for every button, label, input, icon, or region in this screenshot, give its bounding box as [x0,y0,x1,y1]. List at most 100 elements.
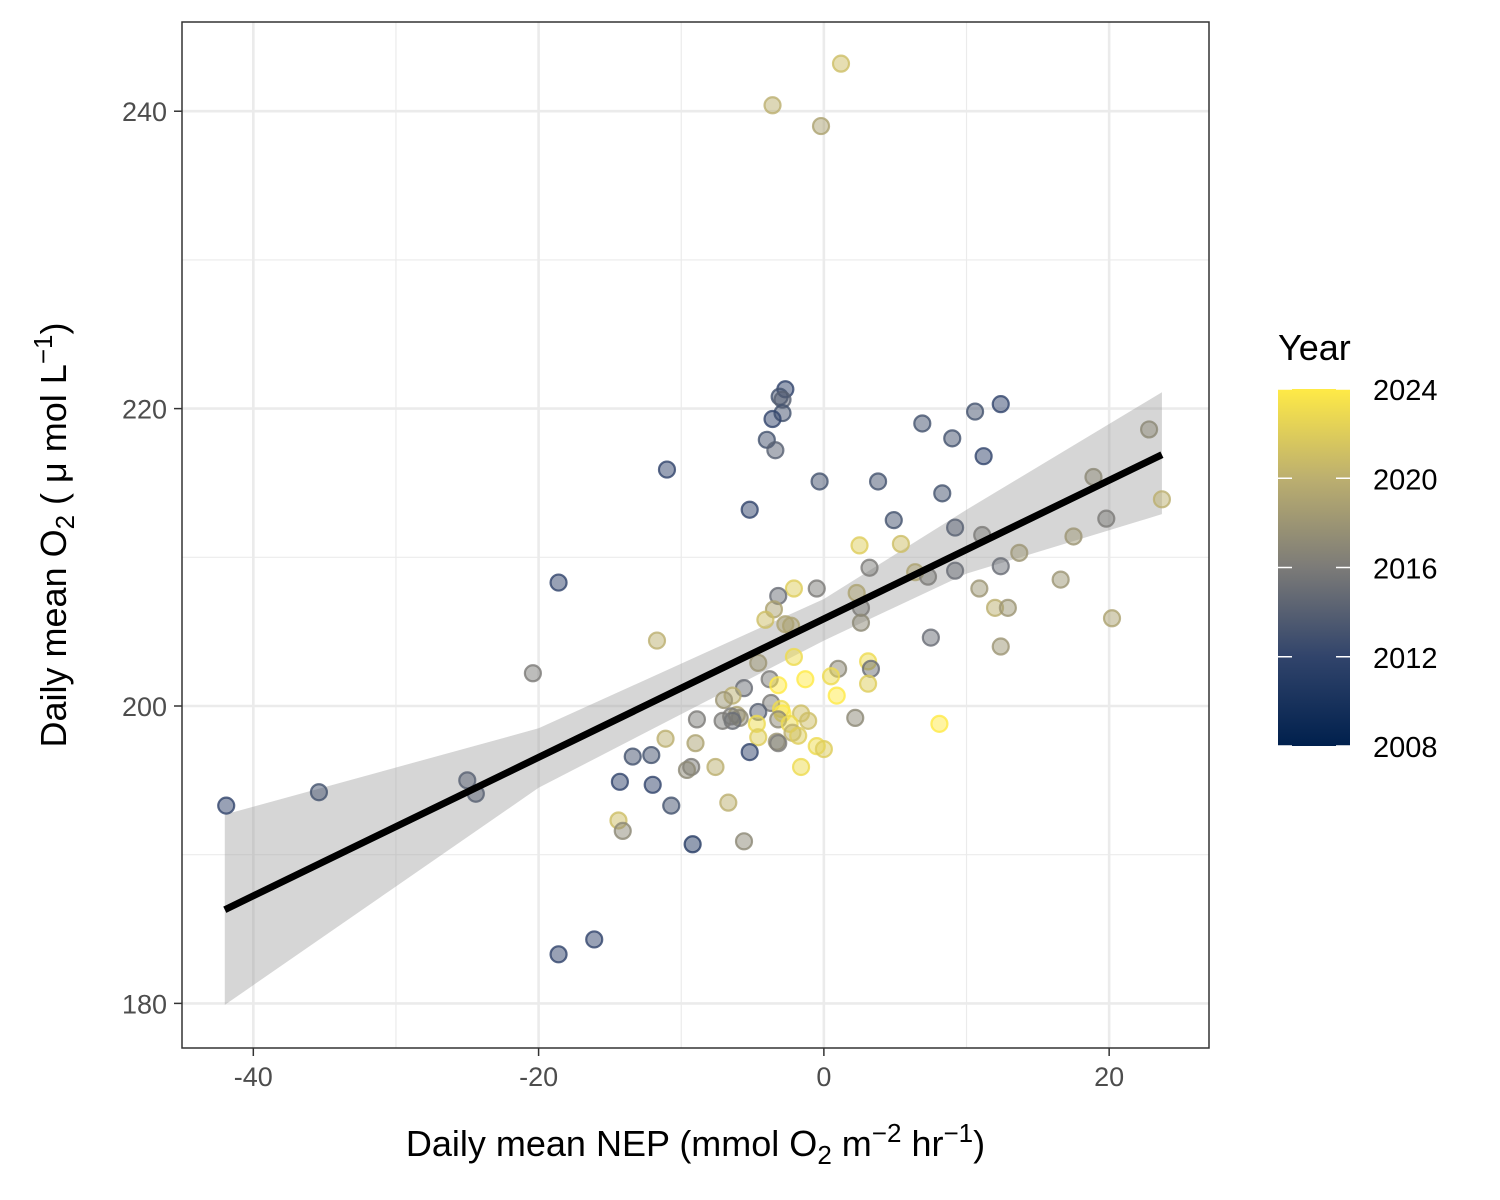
data-point [769,676,788,695]
data-point [643,775,662,794]
data-point [585,930,604,949]
data-point [827,686,846,705]
data-point [740,742,759,762]
data-point [763,409,782,429]
data-point [814,740,833,759]
data-point [811,116,831,136]
data-point [861,659,881,678]
gridlines [182,22,1209,1048]
data-point [810,472,829,491]
data-point [613,821,632,841]
data-point [713,711,732,730]
data-point [821,667,841,686]
confidence-band-group [224,392,1162,1005]
data-point [913,414,932,433]
x-axis-title: Daily mean NEP (mmol O2 m−2 hr−1) [406,1118,985,1170]
data-point [734,832,754,851]
data-point [740,500,759,519]
legend-label: 2016 [1373,554,1438,586]
data-point [991,395,1010,414]
y-axis: 180 200 220 240 [122,97,182,1019]
data-point [965,402,985,421]
data-point [930,714,949,733]
data-point [946,561,965,580]
data-point [610,772,630,791]
data-point [662,796,681,815]
confidence-band [224,392,1162,1005]
data-point [1051,570,1070,589]
x-axis: -40 -20 0 20 [234,1048,1124,1092]
data-point [991,557,1010,576]
data-point [791,757,811,777]
fit-line-group [223,451,1164,913]
data-point [642,745,661,765]
data-point [933,484,952,503]
data-point [784,647,804,667]
legend-ticks: 2008 2012 2016 2020 2024 [1278,375,1438,764]
data-point [799,711,818,730]
data-point [686,734,705,753]
data-point [1097,509,1116,528]
data-point [683,835,702,854]
data-point [1152,490,1172,509]
x-tick-label: 0 [816,1062,831,1092]
data-point [868,472,888,491]
data-point [714,690,734,710]
data-point [831,54,851,73]
data-point [719,793,738,812]
data-point [784,579,804,598]
data-point [749,653,768,672]
data-point [884,511,903,530]
data-point [1064,527,1083,546]
y-tick-label: 240 [122,97,167,127]
data-point [796,670,815,689]
data-point [1102,609,1122,628]
data-point [974,447,993,466]
legend-label: 2024 [1373,375,1438,407]
legend-label: 2012 [1373,643,1438,675]
data-point [970,579,989,598]
data-point [706,757,725,777]
data-point [217,796,236,815]
data-point [656,729,675,748]
data-point [851,613,871,632]
legend: Year 2008 2012 2016 2020 2024 [1278,327,1438,764]
data-point [657,460,677,479]
data-point [991,637,1010,656]
panel-background [182,22,1209,1048]
data-point [309,783,329,802]
data-point [858,674,878,693]
data-point [789,726,808,745]
data-point [687,710,707,729]
data-point [549,573,568,592]
data-point [647,631,667,650]
data-point [749,728,768,747]
data-point [1139,420,1159,439]
data-point [623,747,642,766]
y-axis-title: Daily mean O2 ( μ mol L−1) [28,323,80,748]
y-tick-label: 180 [122,989,167,1019]
data-point [946,518,965,537]
legend-label: 2020 [1373,464,1438,496]
legend-label: 2008 [1373,732,1438,764]
legend-title: Year [1278,327,1351,368]
data-point [850,536,869,555]
data-point [807,579,826,598]
data-point [943,429,962,448]
y-tick-label: 220 [122,395,167,425]
data-point [998,598,1017,617]
data-point [1010,543,1029,562]
x-tick-label: 20 [1094,1062,1124,1092]
data-point [523,664,542,683]
x-tick-label: -40 [234,1062,273,1092]
data-point [766,441,785,460]
data-point [846,708,865,727]
data-point [860,558,879,577]
x-tick-label: -20 [519,1062,558,1092]
data-point [763,96,782,115]
data-point [769,734,788,753]
y-tick-label: 200 [122,692,167,722]
data-point [891,534,911,554]
regression-line [223,451,1164,913]
